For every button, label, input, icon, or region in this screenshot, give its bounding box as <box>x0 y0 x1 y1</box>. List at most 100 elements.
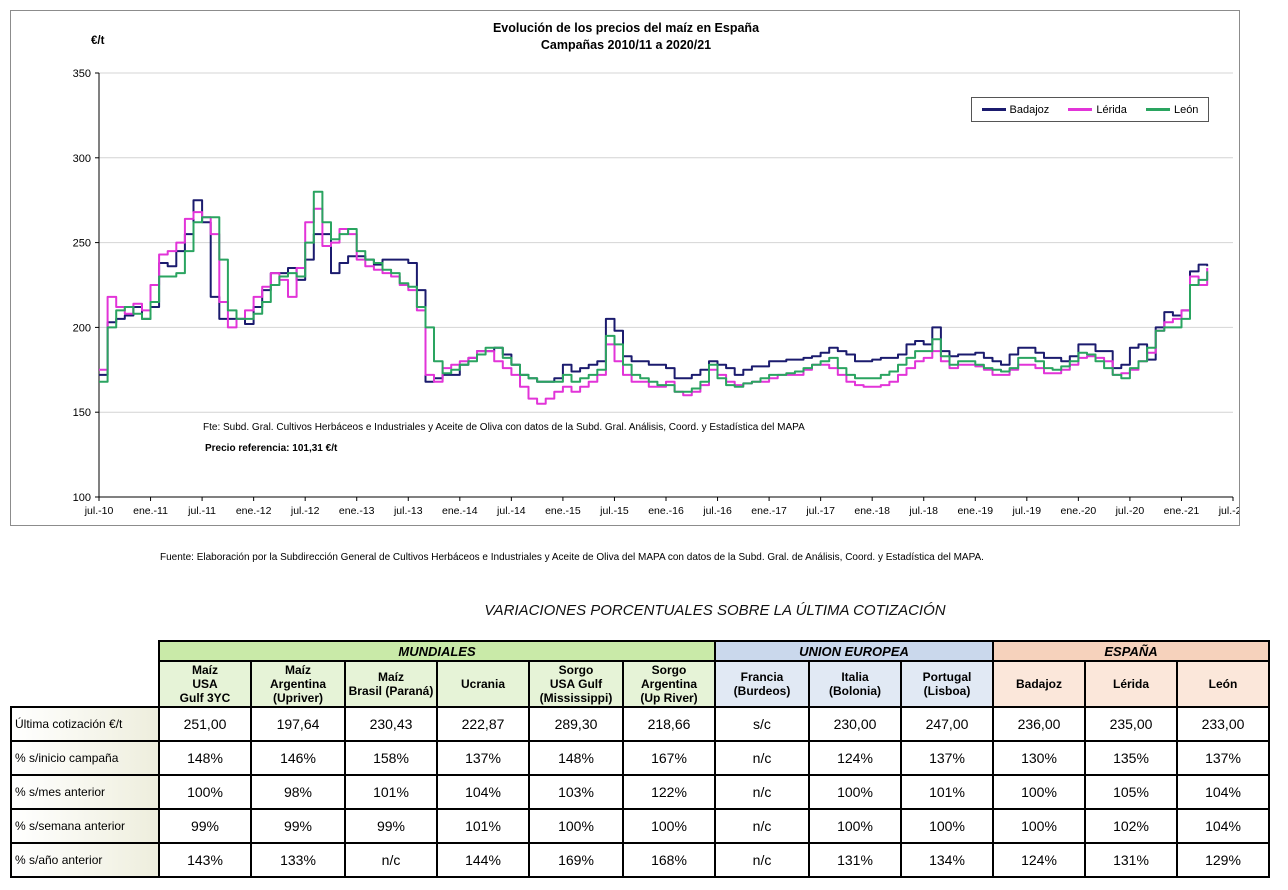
column-header-line: (Mississippi) <box>539 691 613 705</box>
legend-item-lerida: Lérida <box>1068 104 1127 116</box>
table-cell: n/c <box>714 842 810 878</box>
column-header-line: Ucrania <box>460 677 506 691</box>
column-header-line: Sorgo <box>651 663 687 677</box>
column-header-line: (Bolonia) <box>829 684 881 698</box>
table-row: % s/semana anterior 99% 99% 99% 101% 100% 100%… <box>10 808 1270 844</box>
table-cell: 104% <box>1176 774 1270 810</box>
column-header-0: Maíz USA Gulf 3YC <box>158 660 252 708</box>
column-header-10: Lérida <box>1084 660 1178 708</box>
column-header-line: Lérida <box>1112 677 1149 691</box>
group-header-españa: ESPAÑA <box>992 640 1270 662</box>
table-cell: 146% <box>250 740 346 776</box>
column-header-line: (Upriver) <box>272 691 323 705</box>
table-cell: 98% <box>250 774 346 810</box>
column-header-line: (Up River) <box>640 691 698 705</box>
table-cell: 143% <box>158 842 252 878</box>
legend-swatch-leon <box>1145 108 1170 111</box>
table-title: VARIACIONES PORCENTUALES SOBRE LA ÚLTIMA… <box>484 602 946 619</box>
x-tick-label-11: ene.-16 <box>648 505 684 517</box>
table-cell: 137% <box>436 740 530 776</box>
row-label: Última cotización €/t <box>10 706 160 742</box>
x-tick-label-17: ene.-19 <box>957 505 993 517</box>
source-text: Fuente: Elaboración por la Subdirección … <box>160 552 984 563</box>
column-header-6: Francia (Burdeos) <box>714 660 810 708</box>
table-cell: 167% <box>622 740 716 776</box>
chart-title: Evolución de los precios del maíz en Esp… <box>492 21 760 35</box>
x-tick-label-2: jul.-11 <box>187 505 216 517</box>
column-header-line: Portugal <box>922 670 972 684</box>
chart-plot: 100 150 200 250 300 350 jul.-10 ene.-11 jul.-11 e… <box>73 68 1239 517</box>
x-tick-label-5: ene.-13 <box>339 505 375 517</box>
x-tick-label-21: ene.-21 <box>1164 505 1200 517</box>
column-header-line: USA <box>192 677 218 691</box>
series-line-badajoz <box>99 199 1209 383</box>
table-cell: 101% <box>436 808 530 844</box>
row-label: % s/semana anterior <box>10 808 160 844</box>
y-tick-label-100: 100 <box>73 492 91 504</box>
column-header-4: Sorgo USA Gulf (Mississippi) <box>528 660 624 708</box>
table-cell: 144% <box>436 842 530 878</box>
table-cell: 233,00 <box>1176 706 1270 742</box>
group-header-mundiales: MUNDIALES <box>158 640 716 662</box>
column-header-2: Maíz Brasil (Paraná) <box>344 660 438 708</box>
x-tick-label-18: jul.-19 <box>1012 505 1042 517</box>
column-header-11: León <box>1176 660 1270 708</box>
x-tick-label-3: ene.-12 <box>236 505 272 517</box>
table-cell: 103% <box>528 774 624 810</box>
column-header-8: Portugal (Lisboa) <box>900 660 994 708</box>
legend-item-leon: León <box>1145 104 1198 116</box>
table-cell: 100% <box>992 774 1086 810</box>
column-header-line: Italia <box>841 670 869 684</box>
table-row: % s/mes anterior 100% 98% 101% 104% 103% 122% n… <box>10 774 1270 810</box>
column-header-1: Maíz Argentina (Upriver) <box>250 660 346 708</box>
column-header-line: Gulf 3YC <box>179 691 231 705</box>
table-cell: 124% <box>992 842 1086 878</box>
series-line-león <box>99 190 1209 393</box>
group-header-union-europea: UNION EUROPEA <box>714 640 994 662</box>
table-cell: n/c <box>714 774 810 810</box>
table-corner <box>11 641 159 661</box>
y-tick-label-300: 300 <box>73 153 91 165</box>
chart-subtitle: Campañas 2010/11 a 2020/21 <box>540 38 712 52</box>
column-header-5: Sorgo Argentina (Up River) <box>622 660 716 708</box>
column-header-line: Maíz <box>284 663 311 677</box>
x-tick-label-7: ene.-14 <box>442 505 478 517</box>
table-cell: n/c <box>714 740 810 776</box>
y-tick-label-350: 350 <box>73 68 91 80</box>
x-tick-label-8: jul.-14 <box>496 505 526 517</box>
x-tick-label-20: jul.-20 <box>1115 505 1145 517</box>
table-cell: 135% <box>1084 740 1178 776</box>
table-cell: 99% <box>158 808 252 844</box>
x-tick-label-12: jul.-16 <box>702 505 732 517</box>
column-header-3: Ucrania <box>436 660 530 708</box>
column-header-line: Sorgo <box>558 663 594 677</box>
table-cell: n/c <box>344 842 438 878</box>
x-tick-label-19: ene.-20 <box>1061 505 1097 517</box>
x-tick-label-1: ene.-11 <box>133 505 168 517</box>
variations-table: MUNDIALES UNION EUROPEA ESPAÑA Maíz USA Gulf … <box>10 640 1270 878</box>
column-header-9: Badajoz <box>992 660 1086 708</box>
x-tick-label-10: jul.-15 <box>599 505 629 517</box>
table-row: % s/inicio campaña 148% 146% 158% 137% 148% 16… <box>10 740 1270 776</box>
legend-item-badajoz: Badajoz <box>981 104 1049 116</box>
y-tick-label-200: 200 <box>73 322 91 334</box>
table-row: % s/año anterior 143% 133% n/c 144% 169% 168% n… <box>10 842 1270 878</box>
table-cell: 133% <box>250 842 346 878</box>
legend-swatch-lerida <box>1068 108 1093 111</box>
column-header-line: Argentina <box>640 677 697 691</box>
column-header-line: USA Gulf <box>549 677 603 691</box>
price-chart: Evolución de los precios del maíz en Esp… <box>10 10 1240 526</box>
table-cell: 101% <box>900 774 994 810</box>
y-tick-label-250: 250 <box>73 238 91 250</box>
legend-label-lerida: Lérida <box>1096 103 1127 116</box>
column-header-line: Francia <box>740 670 784 684</box>
table-cell: 137% <box>900 740 994 776</box>
column-header-line: Argentina <box>269 677 326 691</box>
table-cell: 168% <box>622 842 716 878</box>
table-cell: 247,00 <box>900 706 994 742</box>
series-line-lérida <box>99 207 1209 405</box>
table-cell: 100% <box>992 808 1086 844</box>
y-axis-unit: €/t <box>91 35 105 47</box>
table-cell: 137% <box>1176 740 1270 776</box>
table-cell: 100% <box>528 808 624 844</box>
